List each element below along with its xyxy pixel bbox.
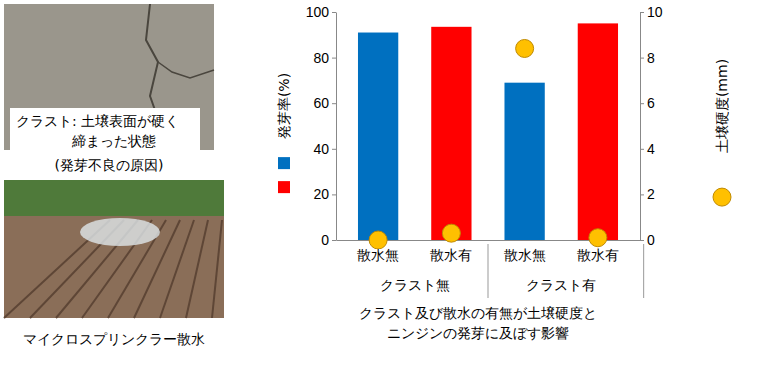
axis-title: 土壌硬度(mm)	[714, 59, 730, 153]
y2-tick: 2	[640, 186, 655, 202]
y2-tick-mark	[640, 58, 644, 59]
y-tick-mark	[332, 58, 336, 59]
photo-crack	[158, 62, 214, 78]
photos: クラスト: 土壌表面が硬く締まった状態 (発芽不良の原因) マイクロスプリンクラー散…	[4, 4, 224, 356]
bar	[358, 33, 398, 240]
y-tick-mark	[332, 240, 336, 241]
group-label: クラスト無	[380, 277, 450, 293]
y2-axis-line	[640, 13, 641, 241]
y2-tick: 8	[640, 50, 655, 66]
legend-key	[278, 157, 290, 169]
x-tick-label: 散水有	[430, 247, 472, 263]
y2-tick-label: 10	[647, 4, 663, 20]
y2-tick: 4	[640, 141, 655, 157]
y-tick-mark	[332, 149, 336, 150]
y-tick-label: 0	[321, 232, 329, 248]
y-tick-mark	[332, 12, 336, 13]
group-separator	[643, 244, 644, 298]
y-axis-line	[336, 13, 337, 241]
legend-key	[278, 181, 290, 193]
bar	[578, 23, 618, 240]
point	[369, 231, 387, 249]
y-tick: 100	[306, 4, 336, 20]
y-tick-label: 20	[313, 186, 329, 202]
chart-title-line: クラスト及び散水の有無が土壌硬度と	[359, 305, 597, 321]
photo-caption: マイクロスプリンクラー散水	[23, 331, 205, 347]
group-separator	[488, 244, 489, 298]
bar	[504, 83, 544, 240]
x-tick: 散水無	[357, 247, 399, 263]
x-tick-label: 散水有	[577, 247, 619, 263]
y2-tick: 10	[640, 4, 663, 20]
chart-title: クラスト及び散水の有無が土壌硬度とニンジンの発芽に及ぼす影響	[359, 305, 597, 341]
photo-caption: クラスト: 土壌表面が硬く	[16, 113, 179, 129]
figure: クラスト: 土壌表面が硬く締まった状態 (発芽不良の原因) マイクロスプリンクラー散…	[0, 0, 764, 370]
y-tick-mark	[332, 103, 336, 104]
photo-field	[4, 180, 224, 318]
y-tick-label: 60	[313, 95, 329, 111]
point	[442, 224, 460, 242]
y2-tick-mark	[640, 149, 644, 150]
plot-marks	[358, 23, 618, 249]
y2-tick-label: 2	[647, 186, 655, 202]
category-groups: クラスト無 クラスト有	[380, 244, 644, 298]
x-tick: 散水有	[577, 247, 619, 263]
y-axis-title: 発芽率(%)	[276, 73, 292, 193]
y2-tick-mark	[640, 240, 644, 241]
chart-title-line: ニンジンの発芽に及ぼす影響	[387, 325, 569, 341]
photo-trees	[4, 180, 224, 216]
y2-tick-mark	[640, 12, 644, 13]
photo-note: (発芽不良の原因)	[55, 157, 164, 173]
legend-key	[713, 188, 731, 206]
y2-tick-label: 8	[647, 50, 655, 66]
caption-box	[10, 108, 200, 152]
y2-tick-mark	[640, 103, 644, 104]
y-tick: 0	[321, 232, 336, 248]
y2-tick: 0	[640, 232, 655, 248]
x-tick-label: 散水無	[504, 247, 546, 263]
x-tick-label: 散水無	[357, 247, 399, 263]
y-tick-label: 80	[313, 50, 329, 66]
x-tick: 散水有	[430, 247, 472, 263]
y-tick: 60	[313, 95, 336, 111]
y2-tick-label: 0	[647, 232, 655, 248]
y2-tick-mark	[640, 194, 644, 195]
point	[589, 229, 607, 247]
y-tick: 40	[313, 141, 336, 157]
photo-furrow	[212, 220, 222, 318]
photo-spray	[80, 218, 160, 246]
y2-tick: 6	[640, 95, 655, 111]
y2-tick-label: 6	[647, 95, 655, 111]
y2-axis: 0 2 4 6 8 10	[640, 4, 663, 248]
point	[516, 39, 534, 57]
y-tick: 20	[313, 186, 336, 202]
photo-furrow	[186, 220, 208, 318]
bar	[431, 27, 471, 240]
y2-tick-label: 4	[647, 141, 655, 157]
x-tick: 散水無	[504, 247, 546, 263]
y-axis: 0 20 40 60 80 100	[306, 4, 337, 248]
axis-title: 発芽率(%)	[276, 73, 292, 139]
y-tick-mark	[332, 194, 336, 195]
y-tick: 80	[313, 50, 336, 66]
photo-caption: 締まった状態	[71, 133, 156, 149]
y-tick-label: 100	[306, 4, 330, 20]
y2-axis-title: 土壌硬度(mm)	[713, 59, 731, 206]
group-label: クラスト有	[526, 277, 596, 293]
y-tick-label: 40	[313, 141, 329, 157]
caption-box	[10, 322, 218, 356]
